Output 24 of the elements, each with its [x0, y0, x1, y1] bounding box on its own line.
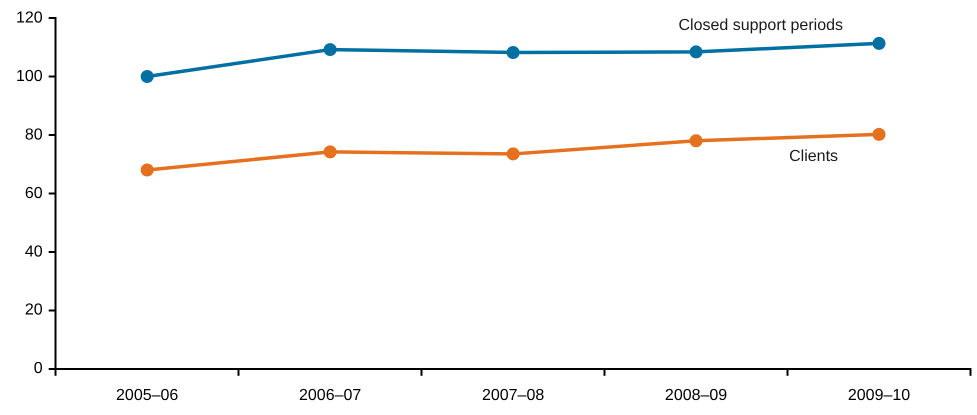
- point: [140, 164, 154, 177]
- x-tick-label: 2007–08: [482, 386, 544, 404]
- y-tick-label: 60: [24, 184, 43, 202]
- y-tick-label: 100: [16, 68, 43, 85]
- y-tick-label: 120: [16, 9, 43, 26]
- series-label: Clients: [789, 148, 838, 165]
- point: [690, 134, 703, 148]
- y-tick-label: 20: [24, 302, 43, 319]
- point: [872, 128, 886, 141]
- point: [690, 45, 703, 58]
- point: [324, 43, 337, 56]
- x-tick-label: 2006–07: [298, 386, 362, 404]
- point: [506, 46, 520, 59]
- y-tick-label: 80: [24, 126, 43, 144]
- point: [324, 145, 337, 158]
- x-tick-label: 2008–09: [664, 386, 728, 404]
- point: [506, 147, 520, 160]
- x-tick-label: 2005–06: [116, 386, 178, 404]
- y-tick-label: 40: [24, 243, 43, 260]
- point: [872, 36, 886, 50]
- x-tick-label: 2009–10: [848, 386, 910, 404]
- series-label: Closed support periods: [678, 16, 844, 34]
- point: [140, 70, 154, 83]
- y-tick-label: 0: [34, 360, 43, 378]
